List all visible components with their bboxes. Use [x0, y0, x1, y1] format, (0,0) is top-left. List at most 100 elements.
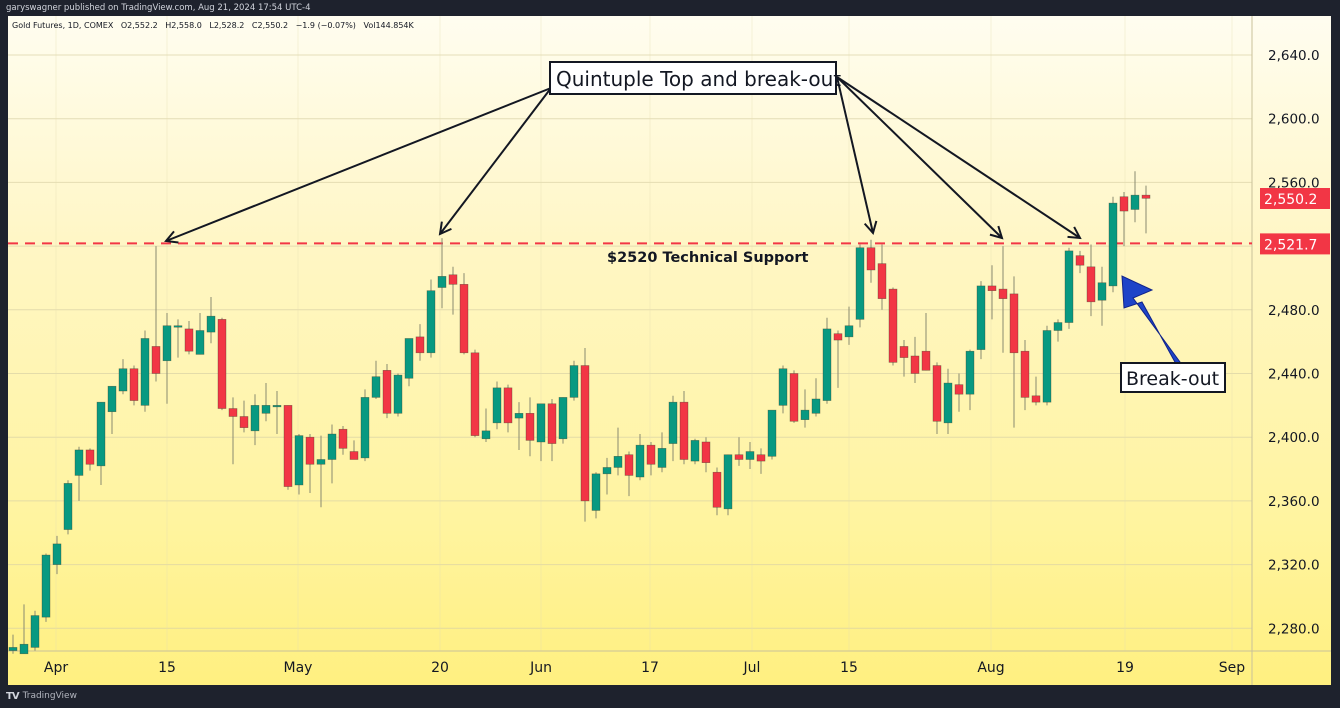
- candle-up[interactable]: [250, 405, 260, 432]
- candle-down[interactable]: [888, 288, 898, 363]
- candle-up[interactable]: [1097, 282, 1107, 301]
- candle-down[interactable]: [338, 428, 348, 449]
- candle-up[interactable]: [52, 543, 62, 565]
- candle-up[interactable]: [360, 397, 370, 459]
- candle-down[interactable]: [789, 373, 799, 422]
- candle-up[interactable]: [118, 368, 128, 392]
- candle-down[interactable]: [833, 333, 843, 341]
- candle-up[interactable]: [723, 454, 733, 510]
- candle-down[interactable]: [712, 471, 722, 508]
- candle-down[interactable]: [547, 403, 557, 444]
- candle-down[interactable]: [1075, 255, 1085, 266]
- candle-up[interactable]: [965, 350, 975, 395]
- annotation-arrow[interactable]: [440, 87, 552, 234]
- candle-up[interactable]: [602, 467, 612, 475]
- candle-up[interactable]: [41, 554, 51, 618]
- annotation-arrow[interactable]: [836, 76, 1002, 238]
- candle-down[interactable]: [283, 405, 293, 487]
- candle-down[interactable]: [1031, 395, 1041, 403]
- candle-down[interactable]: [151, 346, 161, 374]
- candle-up[interactable]: [327, 433, 337, 460]
- candle-up[interactable]: [844, 325, 854, 338]
- annotation-arrow[interactable]: [836, 76, 1080, 238]
- candle-down[interactable]: [1086, 266, 1096, 303]
- candle-down[interactable]: [910, 355, 920, 374]
- candle-down[interactable]: [646, 444, 656, 465]
- candle-up[interactable]: [96, 401, 106, 467]
- candle-up[interactable]: [536, 403, 546, 443]
- candle-down[interactable]: [1141, 194, 1151, 199]
- chart-frame[interactable]: Gold Futures, 1D, COMEX O2,552.2 H2,558.…: [8, 16, 1339, 685]
- candle-down[interactable]: [998, 288, 1008, 299]
- candle-up[interactable]: [8, 647, 18, 651]
- quintuple-top-label-box[interactable]: [549, 61, 837, 95]
- candle-up[interactable]: [822, 328, 832, 401]
- candle-up[interactable]: [745, 451, 755, 460]
- annotation-arrow[interactable]: [836, 76, 873, 233]
- candle-up[interactable]: [492, 387, 502, 424]
- candle-up[interactable]: [437, 276, 447, 288]
- candle-down[interactable]: [921, 350, 931, 371]
- candle-up[interactable]: [206, 315, 216, 333]
- candle-down[interactable]: [1119, 196, 1129, 212]
- candle-up[interactable]: [591, 473, 601, 511]
- candle-up[interactable]: [635, 444, 645, 478]
- candle-up[interactable]: [272, 405, 282, 408]
- candle-up[interactable]: [481, 430, 491, 440]
- candle-up[interactable]: [162, 325, 172, 362]
- candle-up[interactable]: [943, 382, 953, 424]
- candle-up[interactable]: [976, 285, 986, 350]
- candle-down[interactable]: [954, 384, 964, 395]
- candle-down[interactable]: [987, 285, 997, 291]
- candle-up[interactable]: [1108, 202, 1118, 287]
- candle-up[interactable]: [778, 368, 788, 406]
- breakout-arrow[interactable]: [1121, 275, 1181, 365]
- candle-up[interactable]: [558, 397, 568, 440]
- candle-down[interactable]: [1009, 293, 1019, 354]
- candle-down[interactable]: [679, 401, 689, 460]
- candle-down[interactable]: [624, 454, 634, 476]
- candle-up[interactable]: [1064, 250, 1074, 323]
- candle-up[interactable]: [63, 483, 73, 530]
- candle-up[interactable]: [195, 330, 205, 355]
- candle-up[interactable]: [657, 448, 667, 468]
- candle-down[interactable]: [184, 328, 194, 352]
- candle-up[interactable]: [1130, 194, 1140, 210]
- candle-down[interactable]: [129, 368, 139, 401]
- candlestick-chart[interactable]: 2,280.0 2,320.0 2,360.0 2,400.0 2,440.0 2,480…: [8, 16, 1339, 685]
- candle-up[interactable]: [140, 338, 150, 406]
- candle-down[interactable]: [525, 413, 535, 441]
- candle-down[interactable]: [932, 365, 942, 422]
- candle-down[interactable]: [899, 346, 909, 358]
- candle-up[interactable]: [514, 413, 524, 419]
- candle-down[interactable]: [866, 247, 876, 271]
- candle-down[interactable]: [305, 436, 315, 465]
- candle-up[interactable]: [855, 247, 865, 320]
- candle-down[interactable]: [734, 454, 744, 460]
- candle-up[interactable]: [1053, 322, 1063, 331]
- candle-up[interactable]: [811, 398, 821, 414]
- candle-up[interactable]: [767, 409, 777, 457]
- candle-up[interactable]: [74, 449, 84, 476]
- candle-up[interactable]: [800, 409, 810, 420]
- candle-up[interactable]: [371, 376, 381, 398]
- candle-up[interactable]: [690, 440, 700, 462]
- candle-up[interactable]: [404, 338, 414, 379]
- candle-down[interactable]: [701, 441, 711, 463]
- candle-down[interactable]: [1020, 350, 1030, 398]
- candle-up[interactable]: [613, 456, 623, 468]
- candle-down[interactable]: [756, 454, 766, 462]
- candle-down[interactable]: [85, 449, 95, 465]
- candle-up[interactable]: [426, 290, 436, 354]
- breakout-label-box[interactable]: [1120, 362, 1226, 393]
- candle-down[interactable]: [470, 352, 480, 436]
- candle-up[interactable]: [316, 459, 326, 465]
- candle-down[interactable]: [448, 274, 458, 285]
- candle-down[interactable]: [415, 336, 425, 354]
- candle-up[interactable]: [393, 374, 403, 414]
- annotation-arrow[interactable]: [166, 87, 552, 241]
- candle-down[interactable]: [382, 370, 392, 414]
- candle-down[interactable]: [349, 451, 359, 460]
- candle-up[interactable]: [19, 643, 29, 655]
- candle-up[interactable]: [173, 325, 183, 328]
